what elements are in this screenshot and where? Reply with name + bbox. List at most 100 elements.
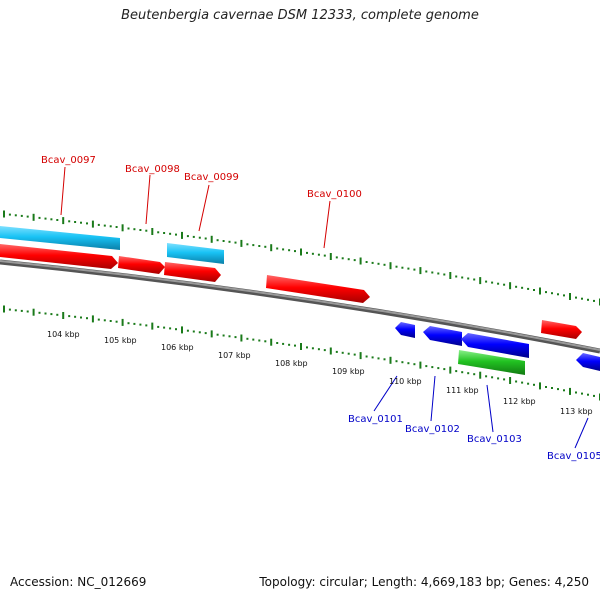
forward-ring-minor-tick — [473, 278, 476, 281]
forward-ring-major-tick — [539, 287, 541, 295]
reverse-ring-minor-tick — [44, 312, 47, 315]
reverse-ring-minor-tick — [527, 382, 530, 385]
reverse-ring-minor-tick — [431, 366, 434, 369]
forward-ring-minor-tick — [222, 240, 225, 242]
label-bcav-0105[interactable]: Bcav_0105 — [547, 451, 600, 462]
gene-bcav-0097-gene[interactable] — [0, 226, 120, 250]
reverse-ring-major-tick — [240, 334, 243, 342]
reverse-ring-minor-tick — [497, 377, 500, 380]
forward-ring-major-tick — [3, 210, 5, 218]
forward-ring-minor-tick — [115, 226, 118, 228]
forward-ring-minor-tick — [20, 214, 23, 217]
forward-ring-minor-tick — [133, 228, 136, 231]
reverse-ring-minor-tick — [222, 334, 225, 337]
reverse-ring-minor-tick — [56, 313, 59, 316]
gene-bcav-0104-cds[interactable] — [541, 320, 582, 339]
reverse-ring-minor-tick — [50, 313, 53, 316]
forward-ring-minor-tick — [503, 283, 506, 286]
forward-ring-minor-tick — [365, 261, 368, 263]
gene-bcav-0105-cds[interactable] — [576, 353, 600, 371]
forward-ring-minor-tick — [551, 292, 553, 295]
gene-bcav-0099-gene[interactable] — [167, 243, 224, 264]
label-bcav-0097[interactable]: Bcav_0097 — [41, 155, 96, 166]
gene-bcav-0101-cds[interactable] — [395, 322, 415, 338]
forward-ring-minor-tick — [288, 249, 291, 252]
forward-ring-minor-tick — [533, 289, 535, 291]
reverse-ring-minor-tick — [491, 376, 494, 379]
gene-bcav-0103-cds-a[interactable] — [461, 333, 529, 358]
label-bcav-0101[interactable]: Bcav_0101 — [348, 414, 403, 425]
label-bcav-0098[interactable]: Bcav_0098 — [125, 164, 180, 175]
forward-ring-minor-tick — [186, 235, 189, 238]
forward-ring-minor-tick — [216, 239, 219, 242]
forward-ring-minor-tick — [443, 273, 446, 276]
reverse-ring-minor-tick — [204, 332, 207, 335]
forward-ring-minor-tick — [515, 285, 518, 288]
forward-ring-minor-tick — [109, 225, 112, 228]
tick-label-105: 105 kbp — [104, 336, 137, 345]
forward-ring-major-tick — [300, 248, 302, 256]
gene-bcav-0098-cds[interactable] — [118, 256, 165, 274]
forward-ring-minor-tick — [56, 219, 59, 221]
forward-ring-minor-tick — [80, 221, 82, 224]
gene-bcav-0097-cds[interactable] — [0, 244, 118, 269]
tick-label-113: 113 kbp — [560, 407, 593, 416]
backbone — [0, 259, 600, 354]
forward-ring-minor-tick — [14, 214, 17, 217]
accession-text: Accession: NC_012669 — [10, 575, 147, 589]
reverse-ring-minor-tick — [103, 319, 106, 322]
reverse-ring-major-tick — [300, 343, 302, 350]
forward-ring-minor-tick — [139, 229, 142, 231]
forward-ring-minor-tick — [575, 296, 577, 299]
reverse-ring-minor-tick — [341, 351, 344, 354]
reverse-ring-minor-tick — [563, 389, 565, 392]
forward-ring-minor-tick — [74, 221, 77, 223]
forward-ring-minor-tick — [50, 218, 53, 221]
forward-ring-major-tick — [240, 239, 243, 247]
forward-ring-major-tick — [32, 213, 35, 221]
gene-bcav-0100-cds[interactable] — [266, 275, 370, 303]
reverse-ring-minor-tick — [228, 335, 231, 338]
gene-bcav-0103-cds-b[interactable] — [458, 350, 525, 375]
forward-ring-minor-tick — [323, 254, 326, 257]
forward-ring-major-tick — [389, 262, 392, 270]
forward-ring-minor-tick — [252, 244, 255, 247]
forward-ring-minor-tick — [8, 213, 11, 216]
label-bcav-0100[interactable]: Bcav_0100 — [307, 189, 362, 200]
label-bcav-0099[interactable]: Bcav_0099 — [184, 172, 239, 183]
forward-ring-minor-tick — [461, 276, 464, 279]
reverse-ring-minor-tick — [557, 388, 559, 391]
forward-ring-minor-tick — [497, 282, 500, 285]
forward-ring-minor-tick — [157, 231, 160, 234]
tick-label-109: 109 kbp — [332, 367, 365, 376]
label-bcav-0102[interactable]: Bcav_0102 — [405, 424, 460, 435]
label-bcav-0103[interactable]: Bcav_0103 — [467, 434, 522, 445]
gene-bcav-0102-cds[interactable] — [423, 326, 462, 346]
reverse-ring-minor-tick — [252, 338, 255, 341]
forward-ring-minor-tick — [311, 252, 314, 255]
reverse-ring-minor-tick — [575, 391, 577, 394]
reverse-ring-minor-tick — [587, 393, 589, 396]
forward-ring-minor-tick — [258, 245, 261, 247]
forward-ring-minor-tick — [557, 293, 559, 296]
forward-ring-major-tick — [62, 217, 65, 225]
forward-ring-major-tick — [569, 293, 571, 300]
reverse-ring-minor-tick — [521, 381, 524, 384]
forward-ring-major-tick — [479, 277, 482, 285]
forward-ring-minor-tick — [353, 259, 356, 262]
reverse-ring-minor-tick — [264, 340, 267, 343]
tick-label-104: 104 kbp — [47, 330, 80, 339]
reverse-ring-minor-tick — [97, 318, 100, 321]
reverse-ring-minor-tick — [407, 362, 410, 365]
reverse-ring-minor-tick — [139, 323, 142, 326]
reverse-ring-minor-tick — [68, 315, 71, 318]
reverse-ring-minor-tick — [294, 344, 296, 347]
forward-ring-minor-tick — [192, 235, 195, 238]
forward-ring-minor-tick — [145, 229, 148, 232]
forward-label-group: Bcav_0097 Bcav_0098 Bcav_0099 Bcav_0100 — [41, 155, 362, 249]
reverse-ring-minor-tick — [593, 394, 595, 397]
reverse-ring-minor-tick — [306, 346, 308, 349]
gene-bcav-0099-cds[interactable] — [164, 262, 221, 282]
forward-ring-minor-tick — [163, 232, 166, 234]
